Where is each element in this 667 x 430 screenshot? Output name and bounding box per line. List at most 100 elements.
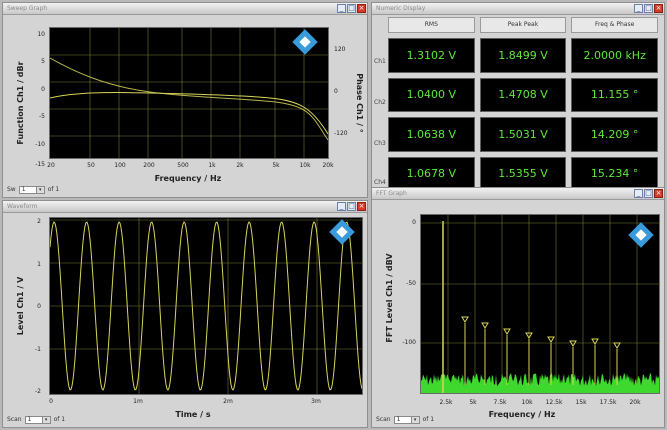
value-cell[interactable]: 1.5031 V — [479, 117, 567, 152]
ytick-left: -15 — [35, 161, 45, 168]
x-axis-label: Frequency / Hz — [155, 174, 222, 183]
waveform-titlebar[interactable]: Waveform _ □ × — [3, 201, 367, 213]
value-cell[interactable]: 15.234 ° — [571, 156, 658, 191]
waveform-plot-svg — [50, 218, 362, 394]
ytick-left: -5 — [39, 113, 45, 120]
xtick: 5k — [469, 399, 477, 406]
value-cell[interactable]: 14.209 ° — [571, 117, 658, 152]
xtick: 20k — [322, 162, 334, 169]
row-label-ch2: Ch2 — [374, 99, 386, 106]
ytick-right: 120 — [334, 46, 346, 53]
minimize-icon[interactable]: _ — [634, 4, 643, 13]
xtick: 2m — [223, 398, 233, 405]
column-header-peak: Peak Peak — [479, 17, 567, 33]
column-header-rms: RMS — [388, 17, 475, 33]
ytick-left: 0 — [41, 86, 45, 93]
ytick: 2 — [37, 218, 41, 225]
xtick: 20 — [47, 162, 55, 169]
value-cell[interactable]: 1.8499 V — [479, 38, 567, 73]
fft-plot-area[interactable] — [420, 214, 660, 394]
close-icon[interactable]: × — [357, 202, 366, 211]
close-icon[interactable]: × — [654, 189, 663, 198]
harmonic-marker — [461, 316, 469, 323]
xtick: 20k — [629, 399, 641, 406]
harmonic-marker — [547, 336, 555, 343]
ytick: -100 — [402, 339, 416, 346]
xtick: 2k — [236, 162, 244, 169]
x-axis-label: Time / s — [175, 410, 210, 419]
footer-suffix: of 1 — [422, 416, 435, 423]
dropdown-arrow-icon[interactable]: ▾ — [35, 186, 44, 193]
xtick: 0 — [49, 398, 53, 405]
footer-suffix: of 1 — [47, 186, 60, 193]
ytick-left: 5 — [41, 58, 45, 65]
xtick: 5k — [272, 162, 280, 169]
fft-graph-titlebar[interactable]: FFT Graph _ □ × — [372, 188, 664, 200]
waveform-trace — [50, 221, 362, 391]
window-title: FFT Graph — [376, 190, 407, 197]
xtick: 2.5k — [439, 399, 453, 406]
footer-suffix: of 1 — [53, 416, 66, 423]
numeric-grid: RMS Peak Peak Freq & Phase 1.3102 V 1.84… — [388, 17, 658, 191]
xtick: 10k — [521, 399, 533, 406]
value-cell[interactable]: 11.155 ° — [571, 77, 658, 112]
harmonic-peaks — [461, 316, 621, 385]
footer-label: Sw — [7, 186, 16, 193]
fft-footer: Scan 1 ▾ of 1 — [376, 415, 434, 424]
value-cell[interactable]: 1.0400 V — [388, 77, 475, 112]
value-cell[interactable]: 1.4708 V — [479, 77, 567, 112]
dropdown-arrow-icon[interactable]: ▾ — [41, 416, 50, 423]
waveform-footer: Scan 1 ▾ of 1 — [7, 415, 65, 424]
xtick: 7.5k — [493, 399, 507, 406]
harmonic-marker — [481, 322, 489, 329]
rs-logo-icon — [628, 222, 654, 248]
y-axis-label: Level Ch1 / V — [16, 276, 25, 335]
value-cell[interactable]: 1.0678 V — [388, 156, 475, 191]
xtick: 50 — [87, 162, 95, 169]
fft-noise-floor — [421, 373, 659, 393]
x-axis-label: Frequency / Hz — [489, 410, 556, 419]
xtick: 12.5k — [546, 399, 563, 406]
rs-logo-icon — [292, 29, 318, 55]
sweep-graph-titlebar[interactable]: Sweep Graph _ □ × — [3, 3, 367, 15]
y-axis-label: FFT Level Ch1 / dBV — [385, 253, 394, 343]
waveform-plot-area[interactable] — [49, 217, 363, 395]
value-cell[interactable]: 1.0638 V — [388, 117, 475, 152]
close-icon[interactable]: × — [654, 4, 663, 13]
ytick: -1 — [35, 346, 41, 353]
minimize-icon[interactable]: _ — [634, 189, 643, 198]
sweep-plot-area[interactable] — [49, 27, 329, 159]
rs-logo-icon — [329, 219, 355, 245]
function-trace — [50, 92, 328, 135]
harmonic-marker — [591, 338, 599, 345]
scan-selector[interactable]: 1 ▾ — [393, 415, 420, 424]
numeric-display-titlebar[interactable]: Numeric Display _ □ × — [372, 3, 664, 15]
fft-plot-svg — [421, 215, 659, 393]
xtick: 200 — [143, 162, 155, 169]
numeric-display-window: Numeric Display _ □ × Ch1 Ch2 Ch3 Ch4 RM… — [371, 2, 665, 198]
harmonic-marker — [525, 332, 533, 339]
value-cell[interactable]: 1.3102 V — [388, 38, 475, 73]
ytick: 0 — [412, 219, 416, 226]
sweep-graph-axes: Function Ch1 / dBr Phase Ch1 / ° Frequen… — [16, 31, 364, 183]
maximize-icon[interactable]: □ — [347, 202, 356, 211]
maximize-icon[interactable]: □ — [644, 189, 653, 198]
close-icon[interactable]: × — [357, 4, 366, 13]
maximize-icon[interactable]: □ — [644, 4, 653, 13]
value-cell[interactable]: 1.5355 V — [479, 156, 567, 191]
xtick: 1k — [208, 162, 216, 169]
sweep-selector[interactable]: 1 ▾ — [18, 185, 45, 194]
minimize-icon[interactable]: _ — [337, 4, 346, 13]
y-axis-label-left: Function Ch1 / dBr — [16, 61, 25, 144]
waveform-window: Waveform _ □ × Level Ch1 / V Time / s 2 … — [2, 200, 368, 428]
scan-selector[interactable]: 1 ▾ — [24, 415, 51, 424]
minimize-icon[interactable]: _ — [337, 202, 346, 211]
ytick-left: 10 — [37, 31, 45, 38]
sweep-footer: Sw 1 ▾ of 1 — [7, 185, 59, 194]
window-title: Waveform — [7, 203, 38, 210]
ytick-left: -10 — [35, 141, 45, 148]
dropdown-arrow-icon[interactable]: ▾ — [410, 416, 419, 423]
maximize-icon[interactable]: □ — [347, 4, 356, 13]
value-cell[interactable]: 2.0000 kHz — [571, 38, 658, 73]
ytick-right: -120 — [334, 130, 348, 137]
